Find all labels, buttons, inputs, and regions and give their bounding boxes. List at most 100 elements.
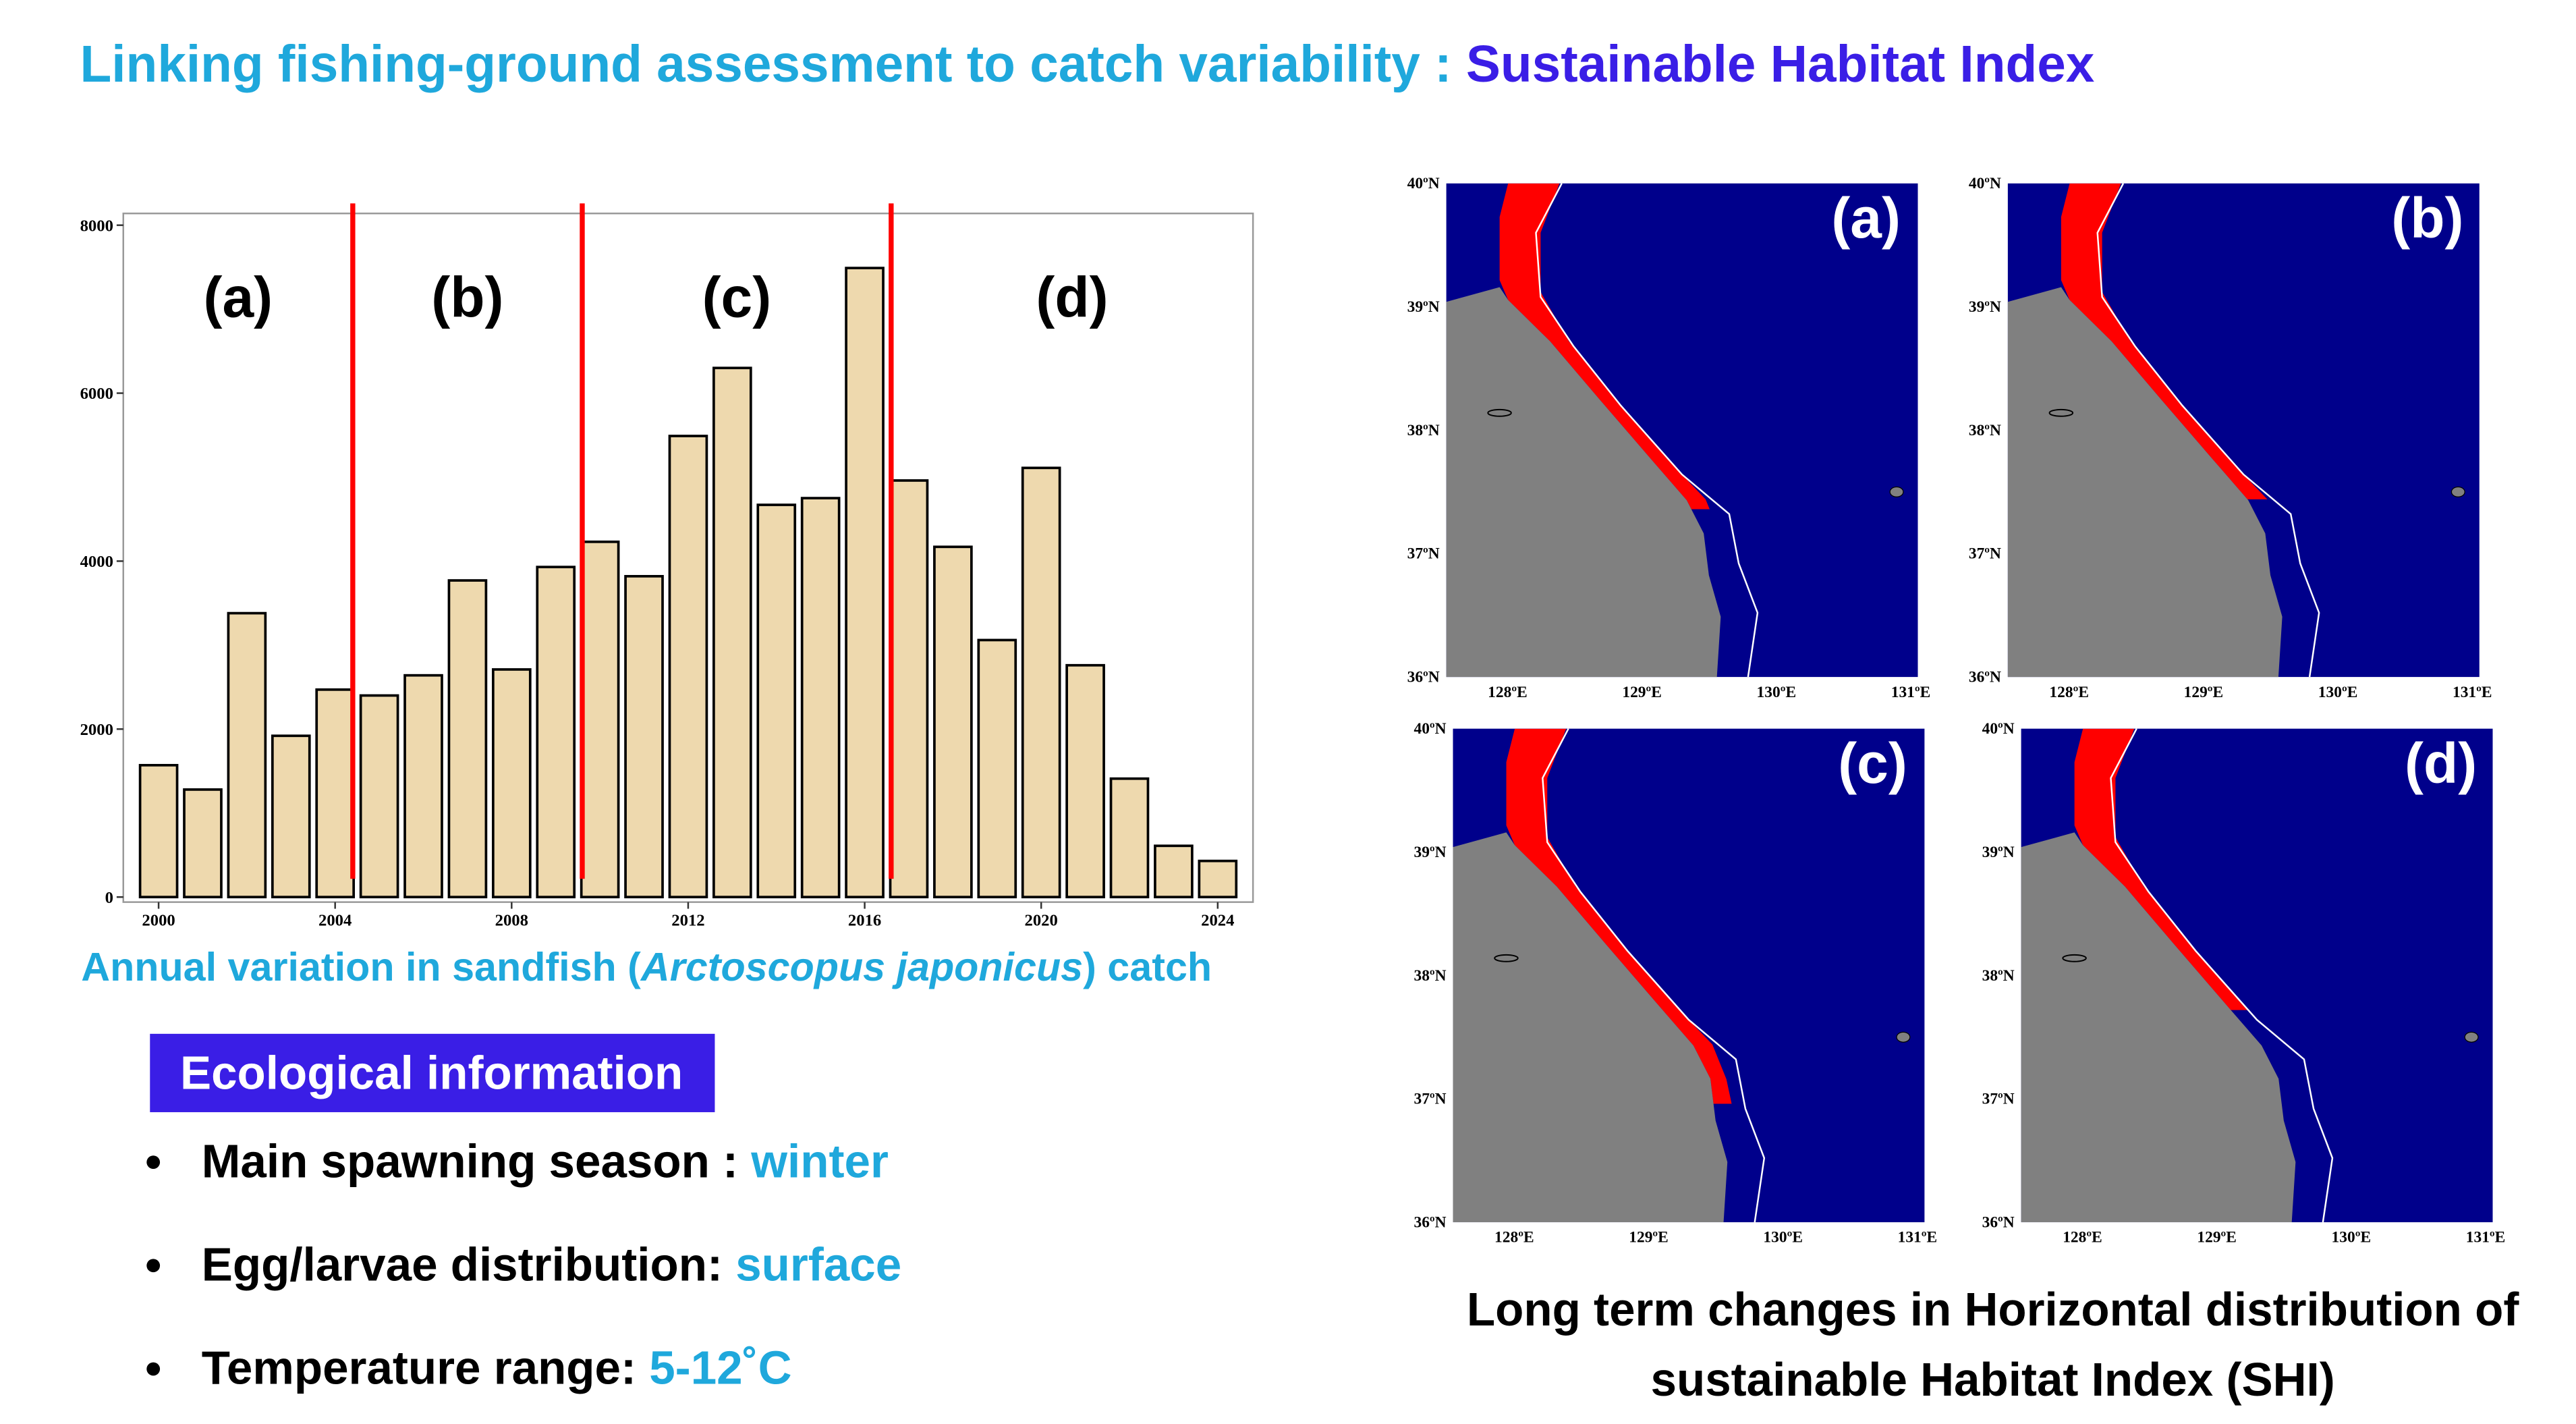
lat-label: 38ºN [1407, 422, 1440, 439]
island [2062, 954, 2087, 962]
period-label: (b) [431, 265, 503, 329]
contour [1542, 728, 1766, 1223]
lat-label: 36ºN [1407, 669, 1440, 686]
island [1487, 408, 1512, 417]
bar [183, 788, 223, 899]
lat-label: 40ºN [1407, 175, 1440, 192]
title-part: Linking fishing-ground assessment to cat… [80, 36, 1466, 93]
bar [1198, 859, 1238, 899]
eco-heading: Ecological information [180, 1046, 683, 1099]
x-tick-label: 2000 [142, 911, 175, 929]
panel-label: (d) [2405, 732, 2477, 795]
map-caption: sustainable Habitat Index (SHI) [1651, 1353, 2335, 1406]
bar [977, 638, 1017, 899]
lon-label: 131ºE [2453, 684, 2492, 701]
lat-label: 38ºN [1969, 422, 2001, 439]
lon-label: 130ºE [2318, 684, 2358, 701]
y-tick-label: 4000 [80, 553, 113, 571]
eco-item: Egg/larvae distribution: surface [202, 1238, 901, 1291]
lat-label: 36ºN [1413, 1213, 1446, 1231]
bar [227, 611, 267, 899]
bullet [146, 1259, 161, 1273]
lat-label: 39ºN [1969, 298, 2001, 316]
lat-label: 40ºN [1969, 175, 2001, 192]
habitat-band [1499, 183, 1710, 510]
land [2007, 287, 2283, 678]
period-label: (a) [204, 265, 273, 329]
bar [668, 435, 708, 899]
lon-label: 131ºE [1891, 684, 1931, 701]
lon-label: 130ºE [1763, 1229, 1803, 1247]
lon-label: 128ºE [2049, 684, 2089, 701]
bar [712, 366, 752, 899]
habitat-band [1506, 728, 1732, 1104]
panel-label: (c) [1838, 732, 1907, 795]
lat-label: 36ºN [1969, 669, 2001, 686]
panel-label: (b) [2391, 186, 2463, 250]
caption-part: Arctoscopus japonicus [640, 944, 1083, 989]
contour [2110, 728, 2334, 1223]
lat-label: 38ºN [1413, 967, 1446, 985]
eco-value: winter [750, 1134, 889, 1187]
lon-label: 129ºE [2197, 1229, 2237, 1247]
bar [1109, 777, 1150, 899]
lat-label: 38ºN [1982, 967, 2015, 985]
map-panel: 40ºN 39ºN 38ºN 37ºN 36ºN 128ºE 129ºE 130ºE 131ºE… [1982, 720, 2506, 1247]
lat-label: 39ºN [1982, 844, 2015, 861]
map-panel: 40ºN 39ºN 38ºN 37ºN 36ºN 128ºE 129ºE 130ºE 131ºE… [1969, 175, 2492, 701]
y-tick-label: 8000 [80, 217, 113, 235]
bullet [146, 1155, 161, 1169]
x-tick-label: 2004 [318, 911, 352, 929]
bar [1021, 466, 1061, 899]
land [1453, 832, 1728, 1223]
chart-caption: Annual variation in sandfish (Arctoscopu… [81, 944, 1212, 989]
bar [447, 579, 488, 899]
lon-label: 128ºE [2063, 1229, 2102, 1247]
eco-item: Main spawning season : winter [202, 1134, 889, 1187]
caption-part: ) catch [1083, 944, 1212, 989]
title-part: Sustainable Habitat Index [1466, 36, 2095, 93]
x-tick-label: 2020 [1025, 911, 1058, 929]
lon-label: 128ºE [1494, 1229, 1534, 1247]
lat-label: 40ºN [1413, 720, 1446, 738]
lat-label: 40ºN [1982, 720, 2015, 738]
island [2048, 408, 2074, 417]
bar [315, 688, 356, 899]
title: Linking fishing-ground assessment to cat… [80, 36, 2095, 93]
eco-value: 5-12˚C [649, 1342, 791, 1394]
map-panel: 40ºN 39ºN 38ºN 37ºN 36ºN 128ºE 129ºE 130ºE 131ºE… [1413, 720, 1937, 1247]
lat-label: 37ºN [1407, 545, 1440, 563]
x-tick-label: 2016 [848, 911, 881, 929]
lon-label: 131ºE [1898, 1229, 1938, 1247]
habitat-band [2061, 183, 2268, 499]
island [2451, 486, 2465, 497]
habitat-band [2074, 728, 2248, 1010]
bar [1065, 663, 1105, 899]
lat-label: 36ºN [1982, 1213, 2015, 1231]
contour [2096, 183, 2320, 678]
contour [1535, 183, 1759, 678]
y-tick-label: 2000 [80, 721, 113, 739]
y-tick-label: 6000 [80, 385, 113, 403]
island [1889, 486, 1904, 497]
caption-part: Annual variation in sandfish ( [81, 944, 641, 989]
land [2021, 832, 2296, 1223]
bar [845, 267, 885, 899]
island [1494, 954, 1519, 962]
period-label: (d) [1036, 265, 1108, 329]
lon-label: 129ºE [1629, 1229, 1669, 1247]
bar [359, 694, 399, 899]
lat-label: 39ºN [1407, 298, 1440, 316]
lon-label: 131ºE [2466, 1229, 2506, 1247]
island [1896, 1031, 1911, 1043]
bar [624, 574, 664, 899]
x-tick-label: 2008 [495, 911, 528, 929]
period-label: (c) [702, 265, 772, 329]
lat-label: 37ºN [1413, 1091, 1446, 1108]
bar [933, 545, 973, 899]
bullet [146, 1362, 161, 1376]
panel-label: (a) [1831, 186, 1901, 250]
x-tick-label: 2024 [1201, 911, 1234, 929]
